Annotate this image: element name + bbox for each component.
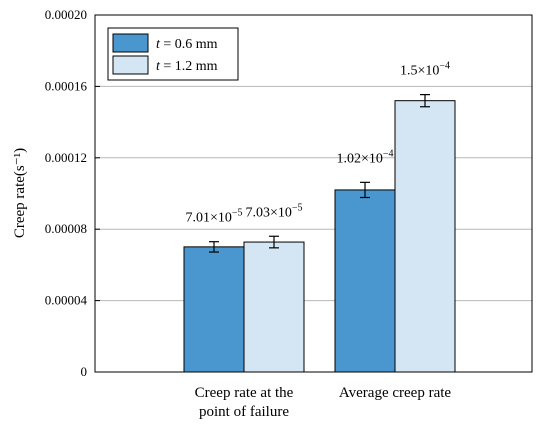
y-tick-label: 0.00020	[45, 7, 87, 22]
bar	[243, 241, 305, 373]
bar	[334, 189, 396, 373]
bar-groups	[183, 100, 456, 373]
x-axis-category-labels: Creep rate at the point of failure Average…	[195, 385, 452, 420]
data-label: 1.5×10−4	[400, 61, 450, 79]
error-bars	[209, 94, 430, 253]
data-label: 1.02×10−4	[336, 148, 393, 166]
y-tick-label: 0.00012	[45, 150, 87, 165]
legend-swatch	[112, 33, 149, 53]
data-label: 7.03×10−5	[245, 202, 302, 220]
y-tick-label: 0	[81, 364, 88, 379]
gridlines	[95, 85, 532, 302]
bar	[183, 246, 245, 373]
x-category-label: Creep rate at the point of failure	[195, 385, 294, 420]
x-category-label: Average creep rate	[339, 385, 451, 401]
legend-label: t = 1.2 mm	[156, 59, 218, 74]
y-tick-label: 0.00008	[45, 221, 87, 236]
y-tick-label: 0.00004	[45, 293, 88, 308]
data-labels: 7.01×10−5 1.02×10−4 7.03×10−5 1.5×10−4	[185, 61, 450, 226]
y-tick-label: 0.00016	[45, 78, 88, 93]
legend: t = 0.6 mm t = 1.2 mm	[107, 27, 239, 81]
legend-label: t = 0.6 mm	[156, 37, 218, 52]
plot-area-frame	[94, 14, 533, 373]
y-axis-title: Creep rate(s⁻¹)	[12, 148, 28, 238]
legend-swatch	[112, 55, 149, 75]
bar	[394, 100, 456, 373]
data-label: 7.01×10−5	[185, 208, 242, 226]
y-axis-ticks: 0 0.00004 0.00008 0.00012 0.00016 0.00020	[45, 7, 100, 379]
